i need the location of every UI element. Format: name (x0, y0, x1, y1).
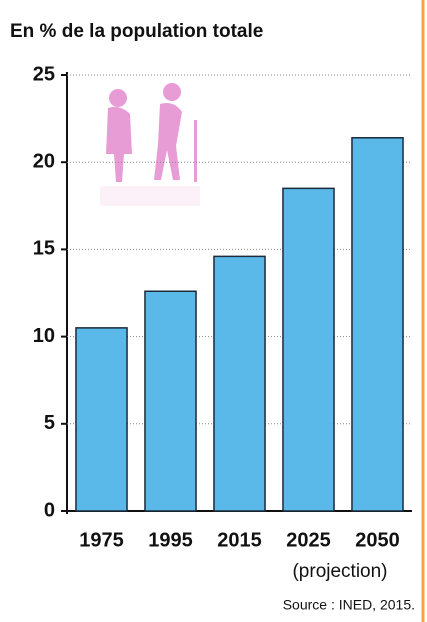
y-tick-label: 20 (33, 150, 55, 172)
chart-title: En % de la population totale (10, 21, 263, 42)
source: Source : INED, 2015. (283, 597, 415, 613)
y-tick-label: 0 (44, 499, 55, 521)
bar (145, 291, 196, 511)
bar (214, 256, 265, 511)
x-tick-label: 1995 (148, 529, 193, 551)
y-tick-label: 10 (33, 325, 55, 347)
x-tick-label: 2025 (286, 529, 331, 551)
bar (352, 138, 403, 511)
y-tick-label: 15 (33, 238, 55, 260)
bar (76, 328, 127, 511)
y-tick-label: 5 (44, 412, 55, 434)
x-tick-label: 2015 (217, 529, 262, 551)
x-tick-label: 1975 (79, 529, 124, 551)
bar (283, 188, 334, 511)
x-tick-label: 2050 (355, 529, 400, 551)
chart: En % de la population totale (projection… (0, 0, 427, 622)
y-tick-label: 25 (33, 63, 55, 85)
note: (projection) (292, 561, 387, 582)
